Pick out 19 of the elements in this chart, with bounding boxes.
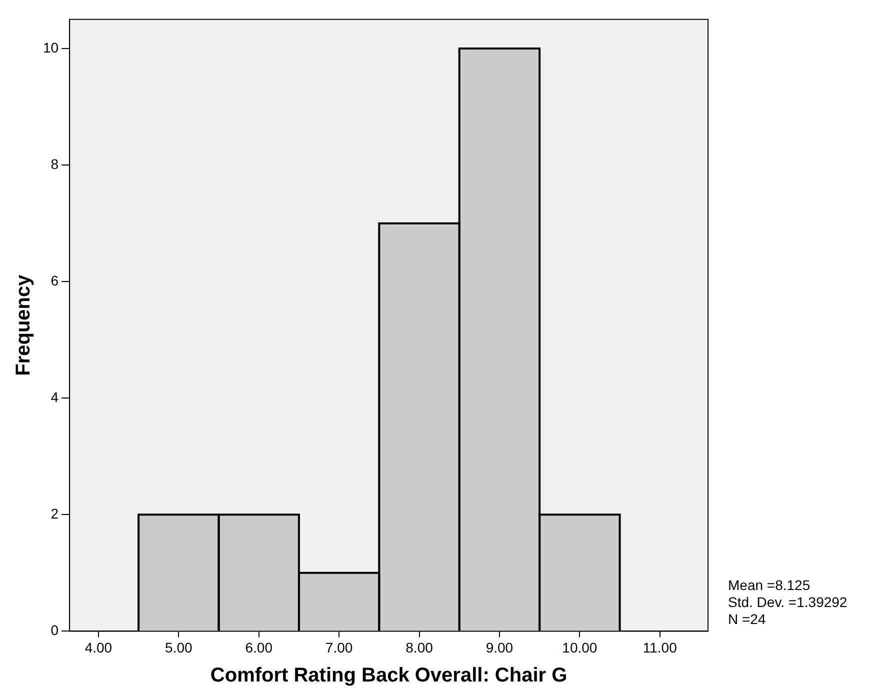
y-tick-label: 10 [42, 39, 59, 56]
y-tick-label: 0 [50, 622, 59, 638]
text: Mean =8.125 [728, 577, 810, 594]
y-axis-title: Frequency [12, 274, 35, 376]
x-tick-label: 4.00 [84, 639, 112, 656]
text: N =24 [728, 611, 766, 628]
x-tick-label: 5.00 [165, 639, 192, 656]
y-tick-label: 4 [50, 388, 59, 405]
x-tick-label: 6.00 [245, 639, 273, 656]
x-tick-label: 10.00 [562, 639, 598, 656]
x-axis-title: Comfort Rating Back Overall: Chair G [210, 664, 568, 687]
x-tick-label: 8.00 [406, 639, 434, 656]
y-tick-label: 2 [50, 506, 59, 522]
x-tick-label: 11.00 [642, 639, 678, 656]
y-tick-label: 8 [50, 156, 59, 172]
text: Std. Dev. =1.39292 [728, 594, 848, 610]
y-tick-label: 6 [50, 272, 59, 288]
x-tick-label: 7.00 [325, 639, 353, 656]
x-tick-label: 9.00 [486, 639, 514, 656]
